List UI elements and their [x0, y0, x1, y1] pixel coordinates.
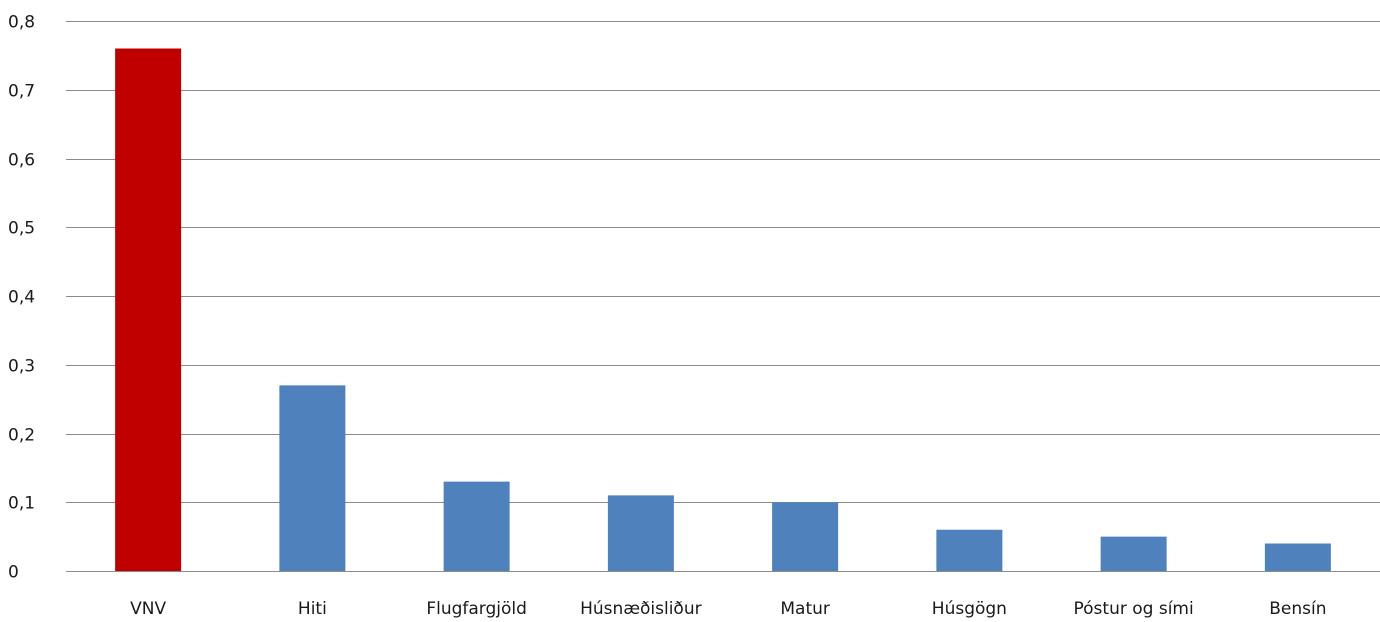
y-tick-label: 0	[8, 563, 19, 583]
y-tick-label: 0,2	[8, 426, 35, 446]
bar-matur	[772, 502, 839, 571]
y-tick-label: 0,6	[8, 151, 35, 171]
x-tick-label: Matur	[780, 599, 830, 619]
x-tick-label: Póstur og sími	[1074, 599, 1194, 619]
y-tick-label: 0,5	[8, 219, 35, 239]
gridlines	[66, 21, 1380, 572]
bar-h-sn-isli-ur	[607, 495, 674, 571]
bar-vnv	[115, 48, 182, 571]
bar-hiti	[279, 385, 346, 571]
bar-bens-n	[1264, 543, 1331, 571]
y-tick-label: 0,4	[8, 288, 35, 308]
y-tick-label: 0,7	[8, 82, 35, 102]
x-axis-category-labels: VNV Hiti Flugfargjöld Húsnæðisliður Matur Hús…	[130, 599, 1326, 619]
x-tick-label: Flugfargjöld	[426, 599, 527, 619]
x-tick-label: Bensín	[1269, 599, 1326, 619]
y-tick-label: 0,3	[8, 357, 35, 377]
y-tick-label: 0,1	[8, 494, 35, 514]
x-tick-label: Húsnæðisliður	[580, 599, 701, 619]
bar-p-stur-og-s-mi	[1100, 536, 1167, 571]
y-axis-tick-labels: 0 0,1 0,2 0,3 0,4 0,5 0,6 0,7 0,8	[8, 13, 35, 583]
x-tick-label: Húsgögn	[932, 599, 1007, 619]
bars	[115, 48, 1331, 571]
bar-h-sg-gn	[936, 529, 1003, 571]
bar-flugfargj-ld	[443, 481, 510, 571]
x-tick-label: Hiti	[298, 599, 327, 619]
y-tick-label: 0,8	[8, 13, 35, 33]
x-tick-label: VNV	[130, 599, 166, 619]
